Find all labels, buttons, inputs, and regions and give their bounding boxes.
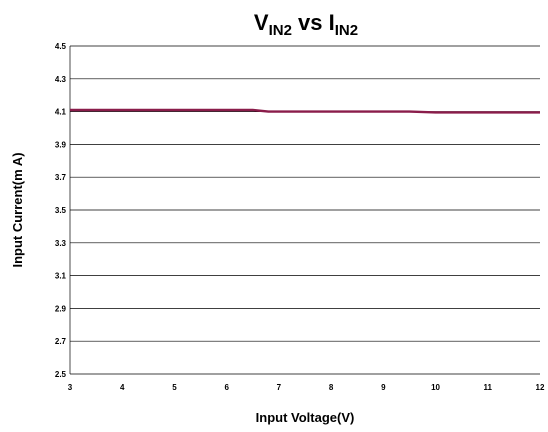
x-tick-label: 11 bbox=[484, 383, 493, 392]
y-tick-label: 3.9 bbox=[55, 140, 67, 149]
x-tick-label: 6 bbox=[224, 383, 229, 392]
y-tick-label: 4.1 bbox=[55, 108, 67, 117]
y-tick-label: 2.7 bbox=[55, 337, 67, 346]
x-tick-label: 7 bbox=[277, 383, 282, 392]
series-layer bbox=[70, 108, 540, 114]
x-tick-label: 3 bbox=[68, 383, 73, 392]
x-tick-label: 4 bbox=[120, 383, 125, 392]
grid-lines bbox=[69, 45, 540, 375]
y-tick-label: 3.5 bbox=[55, 206, 67, 215]
x-tick-label: 5 bbox=[172, 383, 177, 392]
chart-title: VIN2 vs IIN2 bbox=[254, 10, 358, 39]
x-axis-label: Input Voltage(V) bbox=[256, 410, 355, 425]
series-line bbox=[70, 108, 540, 114]
x-tick-label: 10 bbox=[431, 383, 440, 392]
y-tick-label: 2.5 bbox=[55, 370, 67, 379]
title-part: vs I bbox=[292, 10, 335, 35]
x-tick-label: 8 bbox=[329, 383, 334, 392]
y-tick-label: 2.9 bbox=[55, 304, 67, 313]
y-axis-label: Input Current(m A) bbox=[10, 152, 25, 267]
y-tick-labels: 2.5 2.7 2.9 3.1 3.3 3.5 3.7 3.9 4.1 4.3 4.5 bbox=[55, 42, 67, 379]
y-tick-label: 3.1 bbox=[55, 272, 67, 281]
title-subscript: IN2 bbox=[269, 22, 292, 39]
y-tick-label: 4.3 bbox=[55, 75, 67, 84]
title-subscript: IN2 bbox=[335, 22, 358, 39]
y-tick-label: 3.7 bbox=[55, 173, 67, 182]
y-tick-label: 4.5 bbox=[55, 42, 67, 51]
x-tick-label: 12 bbox=[536, 383, 545, 392]
x-tick-label: 9 bbox=[381, 383, 386, 392]
title-part: V bbox=[254, 10, 269, 35]
x-tick-labels: 3 4 5 6 7 8 9 10 11 12 bbox=[68, 383, 545, 392]
y-tick-label: 3.3 bbox=[55, 239, 67, 248]
